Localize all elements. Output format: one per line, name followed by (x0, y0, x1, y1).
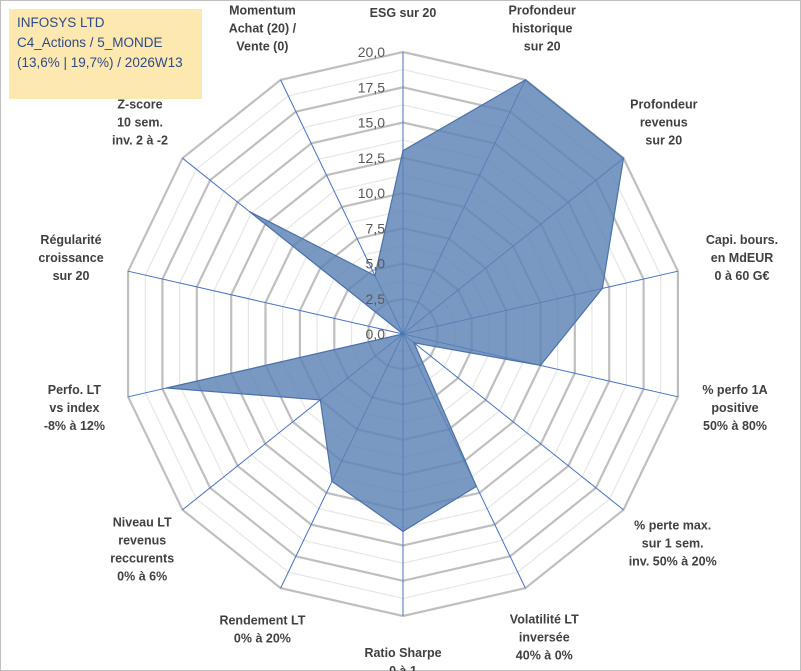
tick-label: 7,5 (366, 220, 386, 236)
data-point (601, 287, 604, 290)
axis-label: Momentum Achat (20) / Vente (0) (229, 4, 297, 54)
data-point (539, 364, 542, 367)
company-name: INFOSYS LTD (17, 15, 105, 30)
axis-label: Régularité croissance sur 20 (38, 233, 103, 283)
data-point (374, 274, 376, 277)
axis-spoke (127, 270, 404, 335)
data-point (165, 387, 168, 389)
tick-label: 0,0 (366, 326, 386, 342)
tick-label: 12,5 (358, 150, 385, 166)
tick-label: 10,0 (358, 185, 385, 201)
tick-label: 20,0 (358, 44, 385, 60)
data-series-area (166, 79, 625, 533)
axis-label: Z-score 10 sem. inv. 2 à -2 (112, 97, 168, 147)
data-point (319, 399, 322, 401)
axis-label: NoteESG sur 20 (370, 0, 437, 20)
tick-label: 15,0 (358, 115, 385, 131)
axis-label: Rendement LT 0% à 20% (219, 613, 305, 645)
axis-label: % perte max. sur 1 sem. inv. 50% à 20% (629, 519, 717, 569)
data-point (524, 79, 527, 81)
data-point (402, 333, 404, 335)
axis-label: Profondeur historique sur 20 (509, 4, 576, 54)
data-point (249, 211, 251, 213)
axis-label: Niveau LT revenus reccurents 0% à 6% (110, 515, 174, 583)
data-point (402, 149, 404, 152)
data-point (475, 485, 478, 488)
tick-label: 2,5 (366, 291, 386, 307)
axis-label: Profondeur revenus sur 20 (630, 97, 697, 147)
data-point (413, 342, 415, 344)
axis-label: Volatilité LT inversée 40% à 0% (510, 613, 579, 663)
data-point (331, 480, 333, 483)
info-box: INFOSYS LTD C4_Actions / 5_MONDE (13,6% … (9, 9, 202, 99)
axis-label: % perfo 1A positive 50% à 80% (702, 383, 767, 433)
axis-label: Perfo. LT vs index -8% à 12% (44, 383, 105, 433)
axis-label: Capi. bours. en MdEUR 0 à 60 G€ (706, 233, 778, 283)
tick-label: 5,0 (366, 256, 386, 272)
axis-label: Ratio Sharpe 0 à 1 (364, 646, 441, 671)
data-point (402, 530, 404, 533)
data-point (622, 157, 625, 159)
portfolio-category: C4_Actions / 5_MONDE (17, 35, 163, 50)
tick-label: 17,5 (358, 79, 385, 95)
score-period: (13,6% | 19,7%) / 2026W13 (17, 55, 183, 70)
axis-spoke (402, 333, 624, 511)
